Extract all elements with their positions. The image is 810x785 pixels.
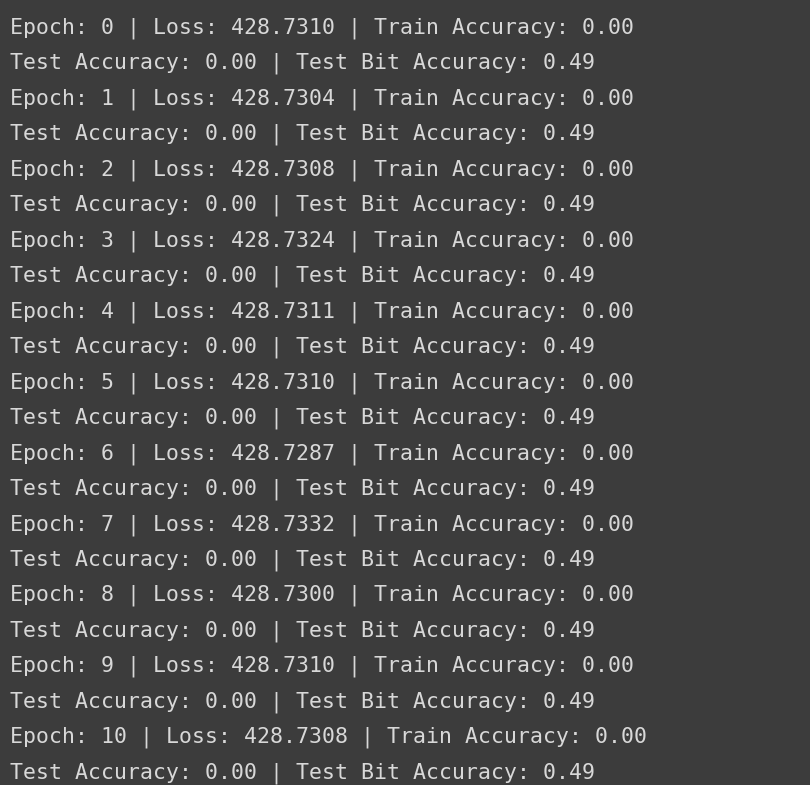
Text: Test Accuracy: 0.00 | Test Bit Accuracy: 0.49: Test Accuracy: 0.00 | Test Bit Accuracy:… [10,762,595,784]
Text: Epoch: 0 | Loss: 428.7310 | Train Accuracy: 0.00: Epoch: 0 | Loss: 428.7310 | Train Accura… [10,17,633,38]
Text: Epoch: 8 | Loss: 428.7300 | Train Accuracy: 0.00: Epoch: 8 | Loss: 428.7300 | Train Accura… [10,585,633,607]
Text: Epoch: 1 | Loss: 428.7304 | Train Accuracy: 0.00: Epoch: 1 | Loss: 428.7304 | Train Accura… [10,88,633,110]
Text: Epoch: 5 | Loss: 428.7310 | Train Accuracy: 0.00: Epoch: 5 | Loss: 428.7310 | Train Accura… [10,372,633,393]
Text: Epoch: 7 | Loss: 428.7332 | Train Accuracy: 0.00: Epoch: 7 | Loss: 428.7332 | Train Accura… [10,514,633,535]
Text: Epoch: 9 | Loss: 428.7310 | Train Accuracy: 0.00: Epoch: 9 | Loss: 428.7310 | Train Accura… [10,656,633,677]
Text: Test Accuracy: 0.00 | Test Bit Accuracy: 0.49: Test Accuracy: 0.00 | Test Bit Accuracy:… [10,407,595,429]
Text: Epoch: 6 | Loss: 428.7287 | Train Accuracy: 0.00: Epoch: 6 | Loss: 428.7287 | Train Accura… [10,443,633,465]
Text: Test Accuracy: 0.00 | Test Bit Accuracy: 0.49: Test Accuracy: 0.00 | Test Bit Accuracy:… [10,620,595,642]
Text: Test Accuracy: 0.00 | Test Bit Accuracy: 0.49: Test Accuracy: 0.00 | Test Bit Accuracy:… [10,124,595,145]
Text: Epoch: 4 | Loss: 428.7311 | Train Accuracy: 0.00: Epoch: 4 | Loss: 428.7311 | Train Accura… [10,301,633,323]
Text: Test Accuracy: 0.00 | Test Bit Accuracy: 0.49: Test Accuracy: 0.00 | Test Bit Accuracy:… [10,550,595,571]
Text: Epoch: 10 | Loss: 428.7308 | Train Accuracy: 0.00: Epoch: 10 | Loss: 428.7308 | Train Accur… [10,727,646,748]
Text: Test Accuracy: 0.00 | Test Bit Accuracy: 0.49: Test Accuracy: 0.00 | Test Bit Accuracy:… [10,337,595,358]
Text: Epoch: 2 | Loss: 428.7308 | Train Accuracy: 0.00: Epoch: 2 | Loss: 428.7308 | Train Accura… [10,159,633,181]
Text: Epoch: 3 | Loss: 428.7324 | Train Accuracy: 0.00: Epoch: 3 | Loss: 428.7324 | Train Accura… [10,230,633,252]
Text: Test Accuracy: 0.00 | Test Bit Accuracy: 0.49: Test Accuracy: 0.00 | Test Bit Accuracy:… [10,53,595,75]
Text: Test Accuracy: 0.00 | Test Bit Accuracy: 0.49: Test Accuracy: 0.00 | Test Bit Accuracy:… [10,692,595,713]
Text: Test Accuracy: 0.00 | Test Bit Accuracy: 0.49: Test Accuracy: 0.00 | Test Bit Accuracy:… [10,195,595,216]
Text: Test Accuracy: 0.00 | Test Bit Accuracy: 0.49: Test Accuracy: 0.00 | Test Bit Accuracy:… [10,479,595,500]
Text: Test Accuracy: 0.00 | Test Bit Accuracy: 0.49: Test Accuracy: 0.00 | Test Bit Accuracy:… [10,265,595,287]
